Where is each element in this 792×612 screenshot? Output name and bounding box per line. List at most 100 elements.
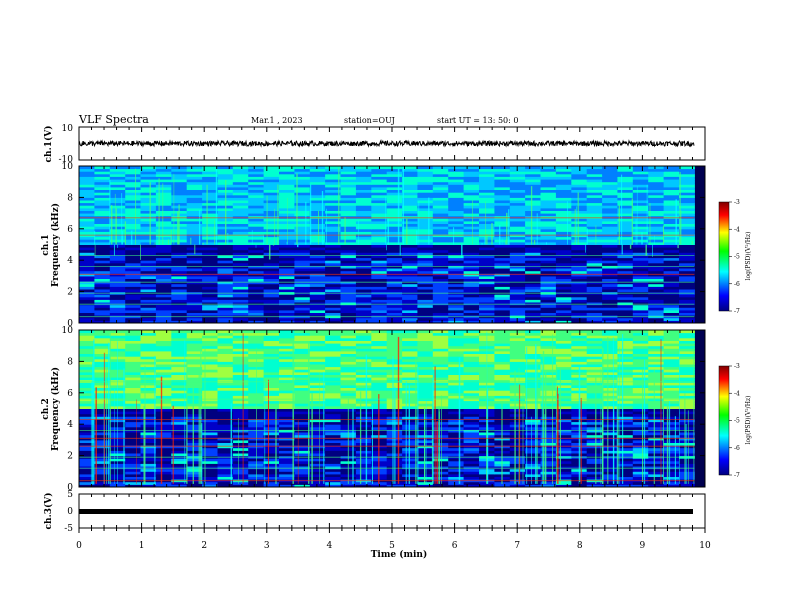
spectrogram-cell [632, 299, 649, 303]
spectrogram-cell [155, 405, 172, 409]
spectrogram-cell [602, 476, 618, 480]
spectrogram-cell [109, 398, 126, 402]
spectrogram-cell [494, 374, 511, 378]
spectrogram-cell [294, 387, 311, 391]
spectrogram-cell [309, 244, 326, 248]
spectrogram-cell [217, 400, 234, 404]
spectrogram-cell [125, 262, 142, 266]
spectrogram-cell [279, 411, 295, 415]
spectrogram-cell [602, 400, 618, 404]
spectrogram-cell [586, 294, 603, 298]
spectrogram-cell [432, 210, 449, 214]
spectrogram-cell [140, 210, 157, 214]
spectrogram-cell [125, 210, 142, 214]
spectrogram-cell [279, 273, 295, 277]
spectrogram-cell [155, 439, 172, 443]
spectrogram-cell [355, 197, 372, 201]
spectrogram-cell [632, 197, 649, 201]
spectrogram-cell [248, 320, 265, 324]
spectrogram-cell [448, 278, 465, 282]
spectrogram-cell [263, 281, 280, 285]
spectrogram-cell [402, 312, 418, 316]
spectrogram-cell [294, 299, 311, 303]
spectrogram-cell [79, 252, 95, 256]
spectrogram-cell [79, 432, 95, 436]
spectrogram-cell [525, 281, 541, 285]
spectrogram-cell [417, 473, 434, 477]
spectrogram-cell [94, 392, 111, 396]
spectrogram-cell [663, 244, 680, 248]
spectrogram-cell [217, 468, 234, 472]
spectrogram-cell [186, 181, 203, 185]
spectrogram-cell [648, 171, 665, 175]
spectrogram-cell [294, 173, 311, 177]
spectrogram-cell [94, 353, 111, 357]
spectrogram-cell [79, 289, 95, 293]
spectrogram-cell [540, 270, 557, 274]
spectrogram-cell [525, 194, 541, 198]
spectrogram-cell [325, 432, 341, 436]
spectrogram-cell [202, 320, 218, 324]
spectrogram-cell [155, 340, 172, 344]
spectrogram-cell [248, 255, 265, 259]
spectrogram-cell [79, 426, 95, 430]
spectrogram-cell [232, 194, 249, 198]
spectrogram-cell [232, 398, 249, 402]
spectrogram-cell [402, 197, 418, 201]
spectrogram-cell [279, 419, 295, 423]
spectrogram-cell [479, 302, 495, 306]
spectrogram-cell [309, 294, 326, 298]
spectrogram-cell [355, 361, 372, 365]
spectrogram-cell [94, 413, 111, 417]
spectrogram-cell [417, 210, 434, 214]
spectrogram-cell [186, 299, 203, 303]
spectrogram-cell [125, 176, 142, 180]
spectrogram-cell [555, 353, 572, 357]
spectrogram-cell [402, 184, 418, 188]
spectrogram-cell [479, 273, 495, 277]
spectrogram-cell [386, 205, 403, 209]
spectrogram-cell [355, 317, 372, 321]
spectrogram-cell [140, 416, 157, 420]
spectrogram-cell [294, 450, 311, 454]
spectrogram-cell [494, 304, 511, 308]
spectrogram-cell [140, 192, 157, 196]
spectrogram-cell [679, 244, 695, 248]
spectrogram-cell [355, 189, 372, 193]
spectrogram-cell [186, 466, 203, 470]
spectrogram-cell [386, 210, 403, 214]
spectrogram-cell [355, 192, 372, 196]
spectrogram-cell [309, 184, 326, 188]
spectrogram-cell [509, 223, 526, 227]
spectrogram-cell [232, 468, 249, 472]
spectrogram-cell [248, 171, 265, 175]
spectrogram-cell [125, 200, 142, 204]
spectrogram-cell [586, 168, 603, 172]
spectrogram-cell [309, 186, 326, 190]
spectrogram-cell [679, 411, 695, 415]
spectrogram-cell [217, 309, 234, 313]
spectrogram-cell [140, 236, 157, 240]
spectrogram-cell [479, 317, 495, 321]
spectrogram-cell [586, 270, 603, 274]
spectrogram-cell [171, 189, 188, 193]
spectrogram-cell [263, 432, 280, 436]
spectrogram-cell [525, 332, 541, 336]
spectrogram-cell [94, 223, 111, 227]
spectrogram-cell [171, 202, 188, 206]
spectrogram-cell [663, 205, 680, 209]
spectrogram-cell [325, 392, 341, 396]
spectrogram-cell [632, 432, 649, 436]
spectrogram-cell [509, 458, 526, 462]
spectrogram-cell [586, 231, 603, 235]
spectrogram-cell [325, 257, 341, 261]
spectrogram-cell [325, 484, 341, 488]
spectrogram-cell [432, 366, 449, 370]
spectrogram-cell [617, 424, 634, 428]
spectrogram-cell [448, 463, 465, 467]
spectrogram-cell [263, 348, 280, 352]
spectrogram-cell [602, 447, 618, 451]
spectrogram-cell [217, 307, 234, 311]
spectrogram-cell [494, 296, 511, 300]
spectrogram-cell [109, 168, 126, 172]
